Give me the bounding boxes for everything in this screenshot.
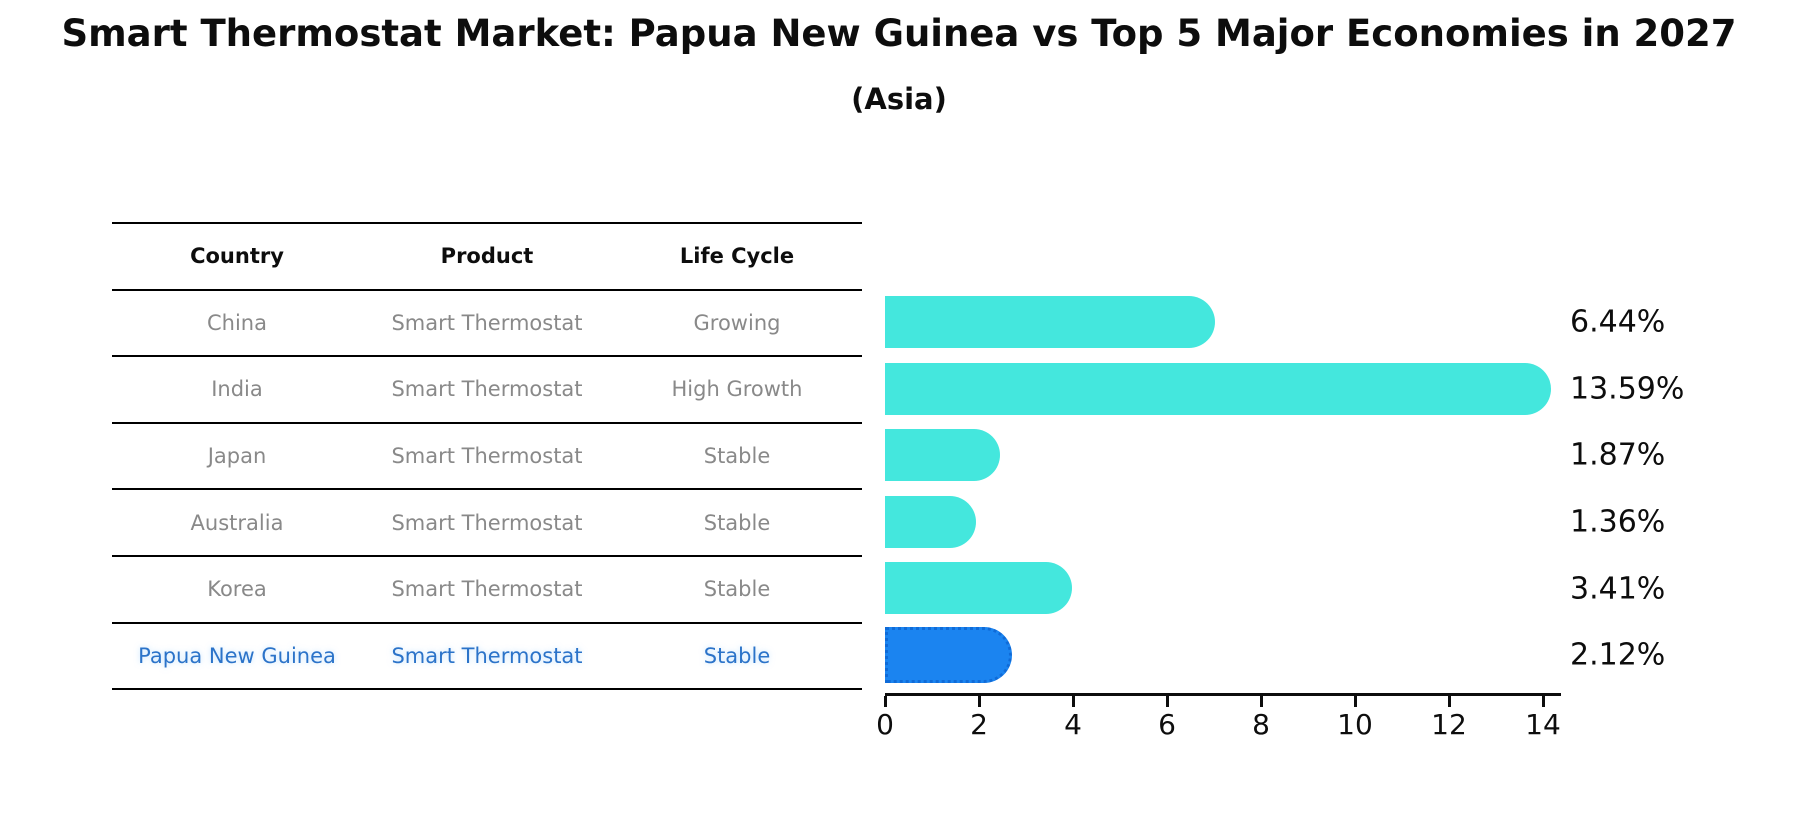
cell-product: Smart Thermostat [391, 444, 583, 469]
column-header-life-cycle: Life Cycle [679, 244, 795, 269]
cell-country: Japan [207, 444, 267, 469]
bar [885, 296, 1215, 348]
x-axis-tick [1166, 696, 1169, 707]
cell-product: Smart Thermostat [391, 377, 583, 402]
table-row-papua-new-guinea: Papua New Guinea Smart Thermostat Stable [112, 624, 862, 691]
bar-row-papua-new-guinea: 2.12% [885, 622, 1798, 689]
cell-country: India [211, 377, 263, 402]
cell-life-cycle: Stable [703, 577, 771, 602]
x-axis-tick-label: 12 [1431, 708, 1467, 741]
x-axis-tick [1072, 696, 1075, 707]
bar-row-australia: 1.36% [885, 489, 1798, 556]
x-axis-tick [1448, 696, 1451, 707]
table-row-australia: Australia Smart Thermostat Stable [112, 490, 862, 557]
column-header-product: Product [440, 244, 534, 269]
bar [885, 495, 976, 548]
bar [885, 362, 1551, 415]
value-label: 13.59% [1570, 371, 1685, 407]
bar [885, 562, 1072, 615]
table-header-row: Country Product Life Cycle [112, 224, 862, 291]
cell-life-cycle: Growing [693, 310, 781, 335]
x-axis-line [885, 693, 1561, 696]
cell-product: Smart Thermostat [391, 643, 583, 668]
bar-row-korea: 3.41% [885, 555, 1798, 622]
chart-title: Smart Thermostat Market: Papua New Guine… [61, 12, 1737, 55]
bar-row-china: 6.44% [885, 289, 1798, 356]
value-label: 1.87% [1570, 437, 1666, 473]
cell-country: Papua New Guinea [138, 643, 336, 668]
x-axis-tick-label: 2 [970, 708, 988, 741]
table-row-korea: Korea Smart Thermostat Stable [112, 557, 862, 624]
cell-life-cycle: Stable [703, 444, 771, 469]
bar-row-japan: 1.87% [885, 422, 1798, 489]
cell-life-cycle: High Growth [671, 377, 803, 402]
x-axis-tick-label: 10 [1337, 708, 1373, 741]
cell-country: Korea [207, 577, 267, 602]
x-axis-tick [1354, 696, 1357, 707]
table-row-china: China Smart Thermostat Growing [112, 291, 862, 358]
cell-country: China [207, 310, 267, 335]
bar-chart-area: 6.44% 13.59% 1.87% 1.36% 3.41% 2.12% [885, 289, 1798, 689]
table-body: China Smart Thermostat Growing India Smart T… [112, 291, 862, 691]
x-axis-tick-label: 4 [1064, 708, 1082, 741]
cell-country: Australia [190, 510, 284, 535]
x-axis-tick-label: 8 [1252, 708, 1270, 741]
x-axis-tick [1260, 696, 1263, 707]
value-label: 1.36% [1570, 504, 1666, 540]
value-label: 6.44% [1570, 304, 1666, 340]
table-row-japan: Japan Smart Thermostat Stable [112, 424, 862, 491]
column-header-country: Country [190, 244, 284, 269]
chart-subtitle: (Asia) [851, 82, 947, 116]
table-row-india: India Smart Thermostat High Growth [112, 357, 862, 424]
x-axis-tick [1542, 696, 1545, 707]
x-axis-tick [978, 696, 981, 707]
cell-life-cycle: Stable [703, 643, 771, 668]
value-label: 3.41% [1570, 571, 1666, 607]
x-axis-tick-label: 14 [1525, 708, 1561, 741]
bar-row-india: 13.59% [885, 356, 1798, 423]
cell-product: Smart Thermostat [391, 310, 583, 335]
x-axis-tick [884, 696, 887, 707]
bar [885, 429, 1000, 482]
highlight-bar [885, 626, 1012, 683]
cell-life-cycle: Stable [703, 510, 771, 535]
value-label: 2.12% [1570, 637, 1666, 673]
cell-product: Smart Thermostat [391, 577, 583, 602]
x-axis-tick-label: 6 [1158, 708, 1176, 741]
x-axis-tick-label: 0 [876, 708, 894, 741]
data-table: Country Product Life Cycle China Smart Th… [112, 222, 862, 691]
cell-product: Smart Thermostat [391, 510, 583, 535]
